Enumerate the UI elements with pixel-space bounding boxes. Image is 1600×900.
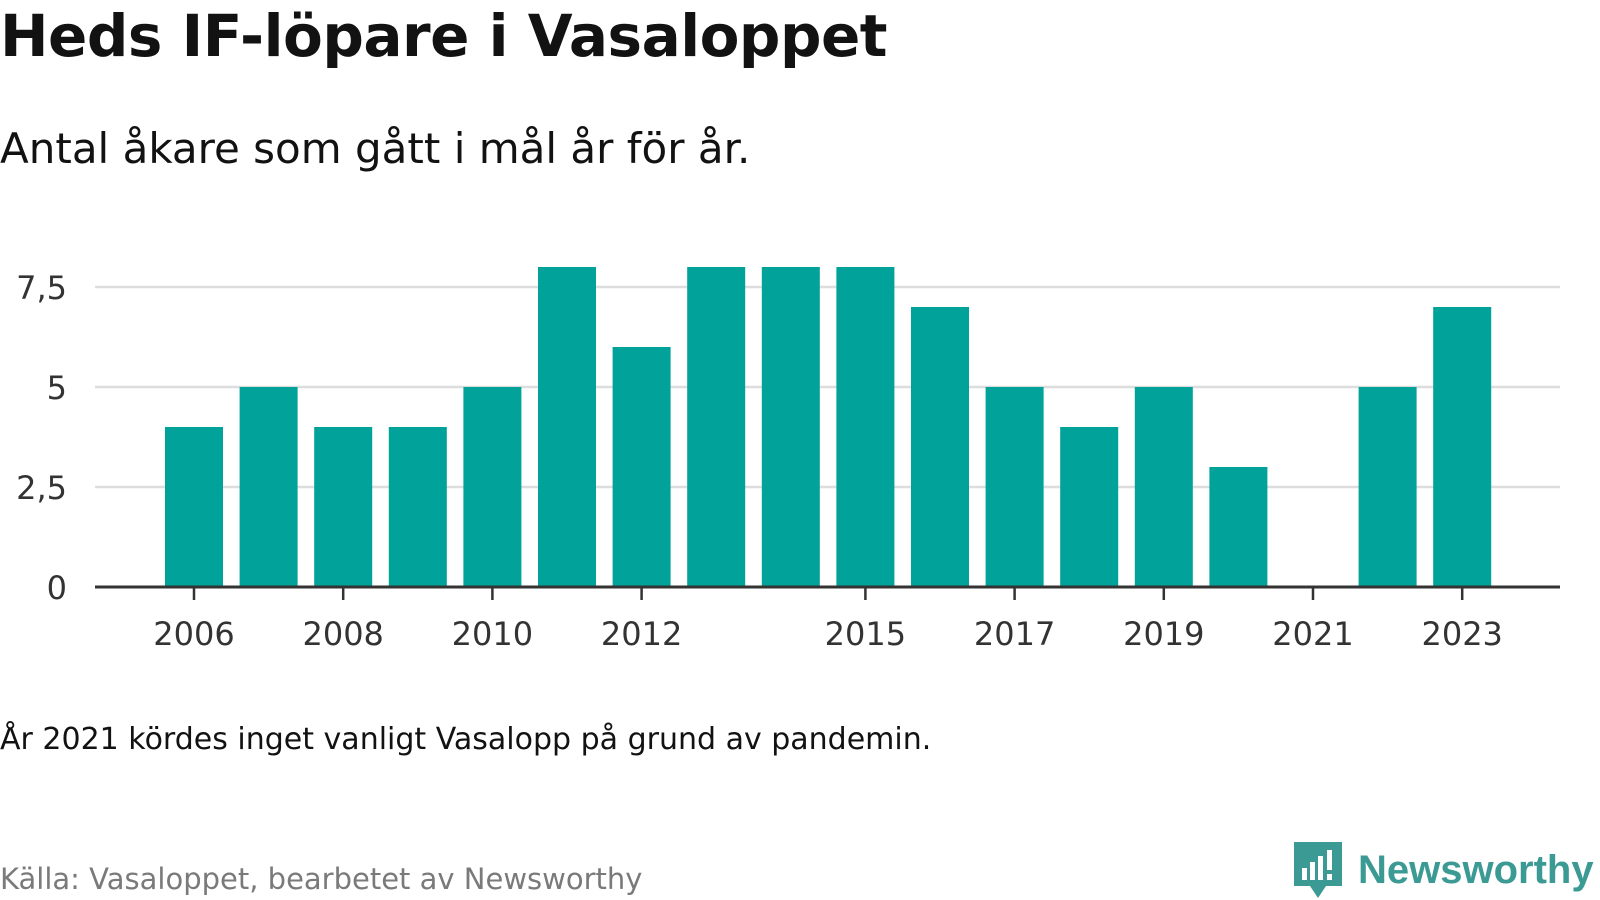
y-tick-label: 5 <box>47 369 67 407</box>
y-tick-label: 7,5 <box>16 269 67 307</box>
bar-2013 <box>687 267 746 587</box>
bar-2015 <box>836 267 895 587</box>
bar-2008 <box>314 427 373 587</box>
x-tick-label: 2012 <box>601 615 682 653</box>
bar-2009 <box>388 427 447 587</box>
chart-note: År 2021 kördes inget vanligt Vasalopp på… <box>0 722 932 757</box>
bar-2006 <box>165 427 223 587</box>
bar-2012 <box>612 347 671 587</box>
bar-2010 <box>463 387 522 587</box>
bar-2018 <box>1060 427 1119 587</box>
x-tick-label: 2008 <box>302 615 383 653</box>
bar-2007 <box>239 387 298 587</box>
bar-2017 <box>985 387 1044 587</box>
chart-title: Heds IF-löpare i Vasaloppet <box>0 2 888 70</box>
bar-2014 <box>761 267 820 587</box>
newsworthy-logo: Newsworthy <box>1292 840 1594 900</box>
y-tick-label: 0 <box>47 569 67 607</box>
y-tick-label: 2,5 <box>16 469 67 507</box>
bar-2022 <box>1358 387 1417 587</box>
bar-2019 <box>1134 387 1193 587</box>
bar-2011 <box>538 267 596 587</box>
x-tick-label: 2015 <box>825 615 906 653</box>
bar-2020 <box>1209 467 1268 587</box>
newsworthy-logo-icon <box>1294 842 1342 898</box>
x-tick-label: 2021 <box>1272 615 1353 653</box>
brand-name: Newsworthy <box>1358 847 1594 892</box>
x-tick-label: 2017 <box>974 615 1055 653</box>
source-credit: Källa: Vasaloppet, bearbetet av Newswort… <box>0 862 643 896</box>
x-tick-label: 2023 <box>1421 615 1502 653</box>
bar-2016 <box>911 307 969 587</box>
bar-chart: 0 2,5 5 7,5 2006 2008 2010 2012 2015 2017 2019 2021… <box>16 267 1560 653</box>
x-tick-label: 2019 <box>1123 615 1204 653</box>
x-tick-label: 2006 <box>153 615 234 653</box>
x-tick-label: 2010 <box>452 615 533 653</box>
bar-2023 <box>1433 307 1492 587</box>
chart-subtitle: Antal åkare som gått i mål år för år. <box>0 124 751 173</box>
